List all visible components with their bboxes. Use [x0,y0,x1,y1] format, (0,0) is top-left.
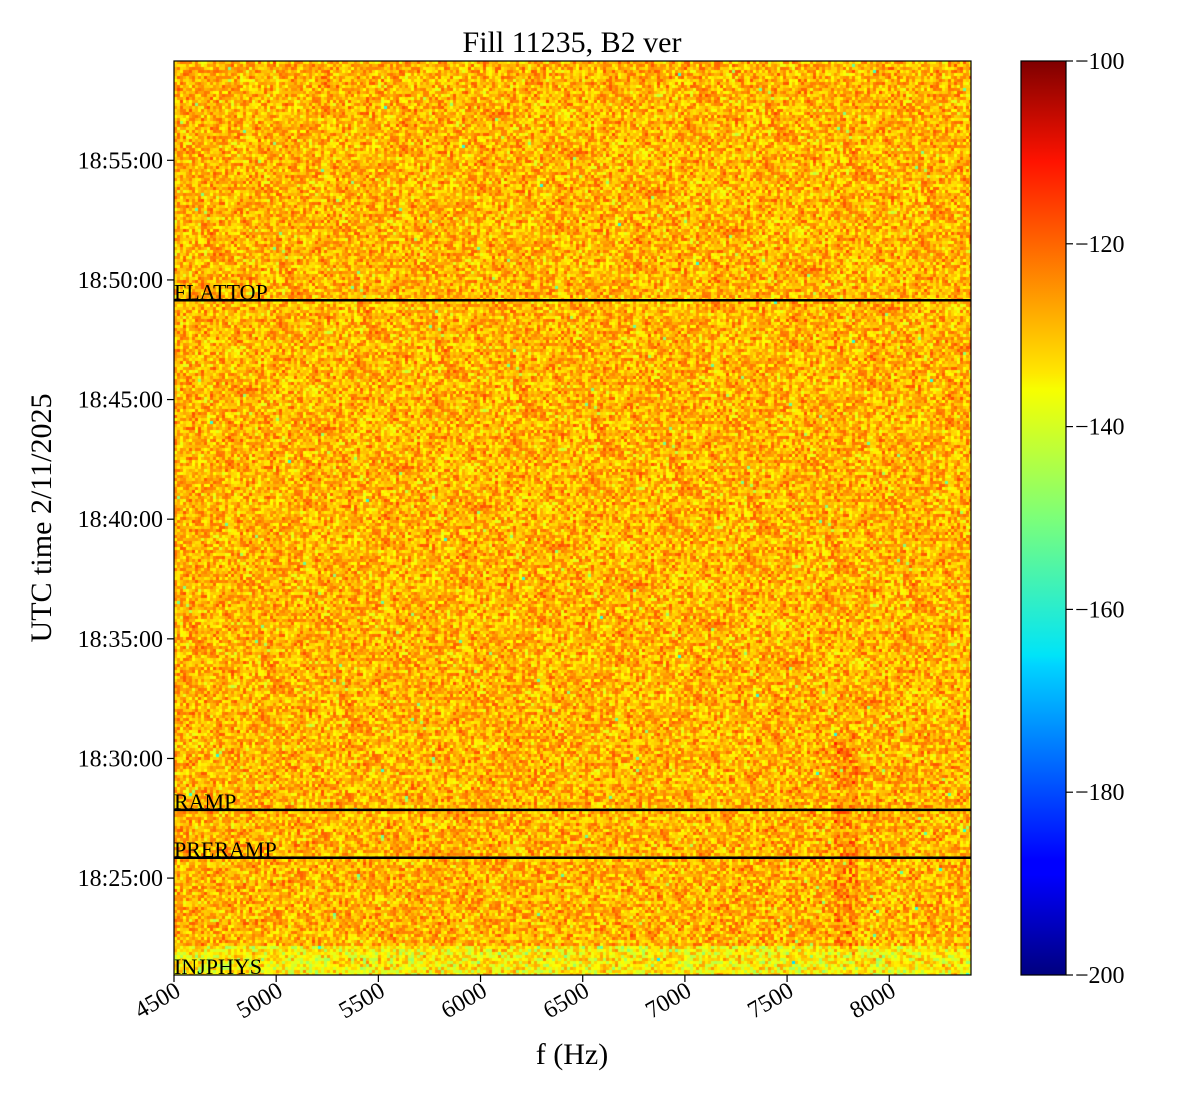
y-tick-label: 18:55:00 [78,148,163,174]
x-axis-ticks: 4500 5000 5500 6000 6500 7000 7500 8000 [130,975,900,1024]
x-tick-label: 8000 [846,978,901,1025]
spectrogram-heatmap [174,61,971,975]
colorbar-tick-label: −140 [1075,415,1125,441]
y-tick-label: 18:30:00 [78,746,163,772]
colorbar-ticks: −100 −120 −140 −160 −180 −200 [1066,49,1125,989]
colorbar-tick-label: −180 [1075,780,1125,806]
y-tick-label: 18:45:00 [78,388,163,414]
marker-label-ramp: RAMP [174,789,236,814]
marker-label-injphys: INJPHYS [174,954,262,979]
y-tick-label: 18:50:00 [78,268,163,294]
x-tick-label: 6500 [539,978,594,1025]
colorbar-tick-label: −100 [1075,49,1125,75]
x-axis-label: f (Hz) [536,1038,608,1071]
colorbar [1020,60,1067,976]
x-tick-label: 4500 [130,978,185,1025]
y-tick-label: 18:40:00 [78,507,163,533]
stage-markers: FLATTOP RAMP PRERAMP INJPHYS [174,279,971,979]
y-tick-label: 18:35:00 [78,627,163,653]
x-tick-label: 6000 [437,978,492,1025]
colorbar-tick-label: −160 [1075,597,1125,623]
x-tick-label: 5000 [233,978,288,1025]
heatmap-cells [174,61,971,975]
marker-label-flattop: FLATTOP [174,279,268,304]
x-tick-label: 5500 [335,978,390,1025]
marker-label-preramp: PRERAMP [174,837,277,862]
plot-frame [173,60,972,976]
colorbar-tick-label: −120 [1075,232,1125,258]
chart-title: Fill 11235, B2 ver [463,26,682,59]
y-tick-label: 18:25:00 [78,866,163,892]
x-tick-label: 7500 [744,978,799,1025]
y-axis-ticks: 18:25:00 18:30:00 18:35:00 18:40:00 18:45:00… [78,148,174,892]
y-axis-label: UTC time 2/11/2025 [25,394,58,643]
colorbar-tick-label: −200 [1075,963,1125,989]
x-tick-label: 7000 [641,978,696,1025]
